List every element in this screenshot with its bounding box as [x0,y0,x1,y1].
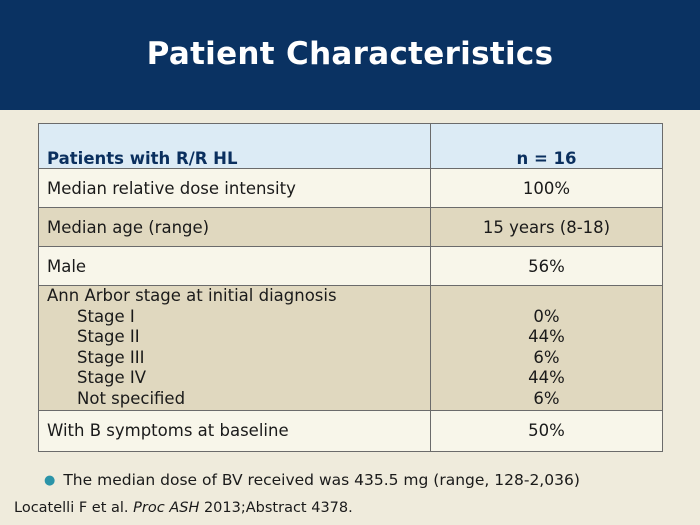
column-header-characteristic: Patients with R/R HL [38,123,431,169]
patient-characteristics-table: Patients with R/R HL n = 16 Median relat… [38,123,663,452]
stage-label: Stage IV [77,368,147,388]
stage-label-cell: Ann Arbor stage at initial diagnosis Sta… [38,285,431,411]
bullet-icon: ● [44,472,56,488]
citation: Locatelli F et al. Proc ASH 2013;Abstrac… [14,500,353,516]
stage-label: Stage III [77,347,145,367]
table-header-row: Patients with R/R HL n = 16 [38,123,663,169]
row-label: Median relative dose intensity [38,168,431,208]
stage-value: 6% [533,347,560,367]
row-value: 56% [430,246,663,286]
row-label: With B symptoms at baseline [38,409,431,452]
stage-label: Not specified [77,388,186,408]
table-row: Male 56% [38,246,663,286]
bullet-note: ● The median dose of BV received was 435… [44,471,580,489]
stage-value: 0% [533,306,560,326]
stage-label: Stage II [77,327,140,347]
row-label: Male [38,246,431,286]
slide-title: Patient Characteristics [146,36,554,72]
table-row: Median relative dose intensity 100% [38,168,663,208]
citation-journal: Proc ASH [133,500,200,516]
table-row-stage: Ann Arbor stage at initial diagnosis Sta… [38,285,663,411]
row-value: 50% [430,409,663,452]
row-label: Ann Arbor stage at initial diagnosis [47,286,337,305]
stage-value-cell: 0% 44% 6% 44% 6% [430,285,663,411]
table-row: Median age (range) 15 years (8-18) [38,207,663,247]
citation-authors: Locatelli F et al. [14,500,129,516]
stage-label: Stage I [77,306,135,326]
bullet-text: The median dose of BV received was 435.5… [63,471,580,489]
table-row: With B symptoms at baseline 50% [38,409,663,452]
column-header-n: n = 16 [430,123,663,169]
row-value: 100% [430,168,663,208]
stage-value: 6% [533,388,560,408]
stage-value: 44% [528,327,565,347]
title-banner: Patient Characteristics [0,0,700,110]
row-label: Median age (range) [38,207,431,247]
stage-value: 44% [528,368,565,388]
row-value: 15 years (8-18) [430,207,663,247]
citation-rest: 2013;Abstract 4378. [203,500,353,516]
